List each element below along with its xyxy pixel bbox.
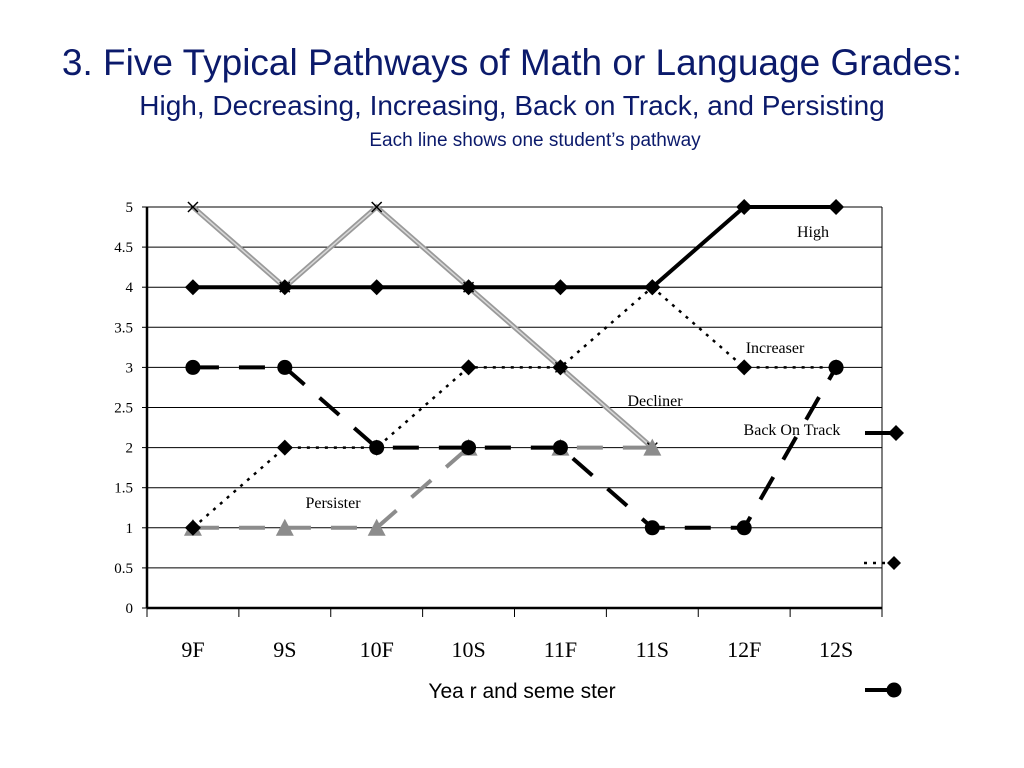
point-increaser — [552, 359, 569, 376]
y-tick-label: 5 — [126, 200, 134, 216]
y-tick-label: 4 — [126, 280, 134, 296]
x-tick-label: 10S — [451, 637, 485, 662]
series-line-increaser — [192, 285, 837, 529]
label-increaser: Increaser — [746, 340, 805, 357]
point-high — [368, 279, 385, 296]
point-high — [736, 199, 753, 215]
slide-subtitle: High, Decreasing, Increasing, Back on Tr… — [139, 90, 885, 121]
x-tick-label: 11S — [636, 637, 669, 662]
point-increaser — [736, 359, 753, 376]
point-back-on-track — [736, 520, 752, 536]
y-tick-label: 3.5 — [114, 320, 133, 336]
legend-swatch-diamond — [888, 425, 904, 441]
series-line-back-on-track — [192, 365, 838, 530]
slide-title: 3. Five Typical Pathways of Math or Lang… — [61, 42, 963, 83]
point-back-on-track — [369, 440, 385, 456]
point-back-on-track — [828, 359, 844, 375]
x-tick-label: 9F — [181, 637, 204, 662]
point-decliner — [187, 201, 199, 213]
point-increaser — [276, 439, 293, 456]
label-high: High — [797, 224, 829, 241]
point-high — [644, 279, 661, 296]
point-high — [460, 279, 477, 296]
y-tick-label: 0 — [126, 601, 134, 617]
point-high — [276, 279, 293, 296]
label-back-on-track: Back On Track — [744, 422, 841, 439]
point-high — [184, 279, 201, 296]
x-axis-label: Yea r and seme ster — [428, 680, 615, 703]
y-tick-label: 0.5 — [114, 561, 133, 577]
label-decliner: Decliner — [627, 393, 683, 410]
point-persister — [275, 518, 294, 536]
legend-swatch-circle — [886, 682, 902, 698]
point-back-on-track — [277, 359, 293, 375]
point-back-on-track — [461, 440, 477, 456]
point-back-on-track — [552, 440, 568, 456]
x-tick-label: 12S — [819, 637, 853, 662]
point-persister — [643, 438, 662, 456]
y-tick-label: 2.5 — [114, 401, 133, 417]
y-tick-label: 2 — [126, 441, 134, 457]
series-line-decliner-inner — [192, 206, 653, 449]
legend-swatch-diamond — [887, 556, 901, 570]
label-persister: Persister — [305, 495, 361, 512]
point-high — [828, 199, 845, 215]
y-tick-label: 1.5 — [114, 481, 133, 497]
y-tick-label: 1 — [126, 521, 134, 537]
point-increaser — [460, 359, 477, 376]
y-tick-label: 4.5 — [114, 240, 133, 256]
point-decliner — [371, 201, 383, 213]
y-tick-label: 3 — [126, 360, 134, 376]
x-tick-label: 12F — [727, 637, 761, 662]
chart-note: Each line shows one student’s pathway — [369, 130, 701, 151]
point-back-on-track — [185, 359, 201, 375]
point-persister — [367, 518, 386, 536]
series-line-persister — [192, 445, 653, 530]
x-tick-label: 9S — [273, 637, 296, 662]
x-tick-label: 11F — [544, 637, 577, 662]
point-increaser — [184, 519, 201, 536]
point-high — [552, 279, 569, 296]
x-tick-label: 10F — [360, 637, 394, 662]
point-back-on-track — [644, 520, 660, 536]
series-line-high — [192, 205, 837, 290]
